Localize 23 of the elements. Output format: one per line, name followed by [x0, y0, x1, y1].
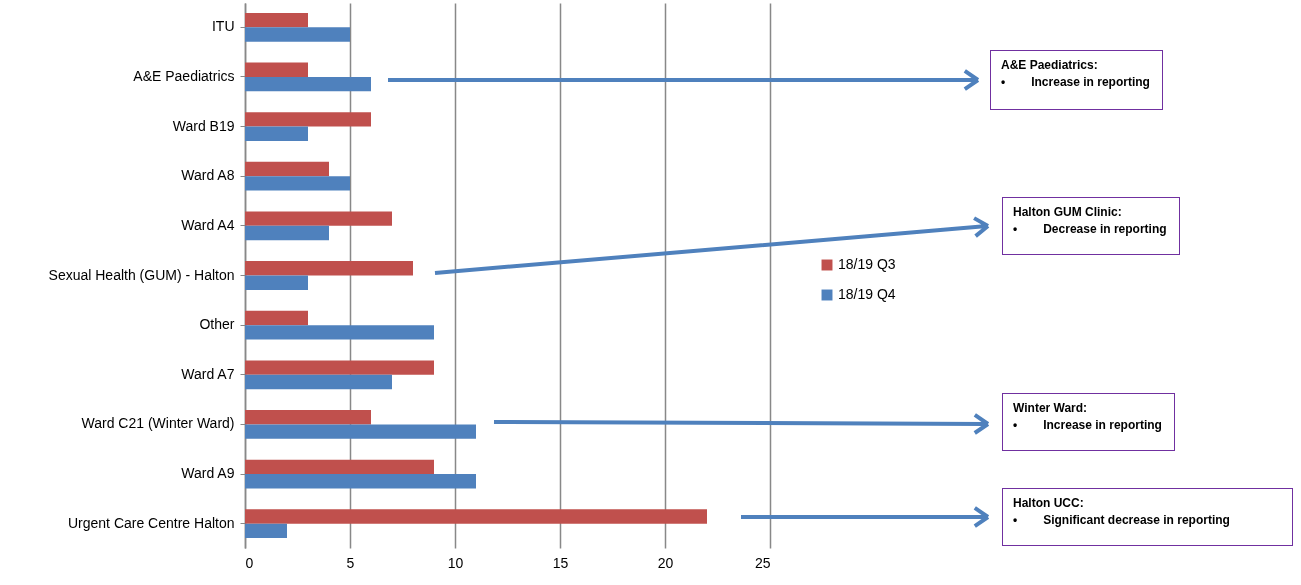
y-tick-label: Sexual Health (GUM) - Halton — [48, 266, 235, 283]
y-tick-label: Ward C21 (Winter Ward) — [81, 415, 235, 432]
x-tick-label: 20 — [657, 554, 674, 571]
legend-label: 18/19 Q3 — [838, 256, 896, 272]
y-tick-label: Ward A8 — [181, 167, 235, 184]
x-tick-label: 5 — [346, 554, 355, 571]
x-tick-label: 15 — [552, 554, 569, 571]
y-tick-label: Ward A7 — [181, 365, 235, 382]
text: A&E Paediatrics: • Increase in reporting — [1001, 58, 1150, 89]
y-tick-label: A&E Paediatrics — [133, 67, 235, 84]
x-tick-label: 10 — [447, 554, 464, 571]
x-tick-label: 0 — [245, 554, 254, 571]
y-tick-label: Urgent Care Centre Halton — [67, 514, 235, 531]
y-tick-label: Ward A9 — [181, 465, 235, 482]
x-tick-label: 25 — [754, 554, 771, 571]
text: Winter Ward: • Increase in reporting — [1013, 401, 1162, 432]
text: Halton UCC: • Significant decrease in reporting — [1013, 496, 1230, 527]
y-tick-label: Ward B19 — [172, 117, 235, 134]
legend-label: 18/19 Q4 — [838, 286, 896, 302]
y-tick-label: Other — [199, 316, 235, 333]
text: Halton GUM Clinic: • Decrease in reporting — [1013, 205, 1167, 236]
y-tick-label: Ward A4 — [181, 216, 235, 233]
y-tick-label: ITU — [211, 18, 235, 35]
